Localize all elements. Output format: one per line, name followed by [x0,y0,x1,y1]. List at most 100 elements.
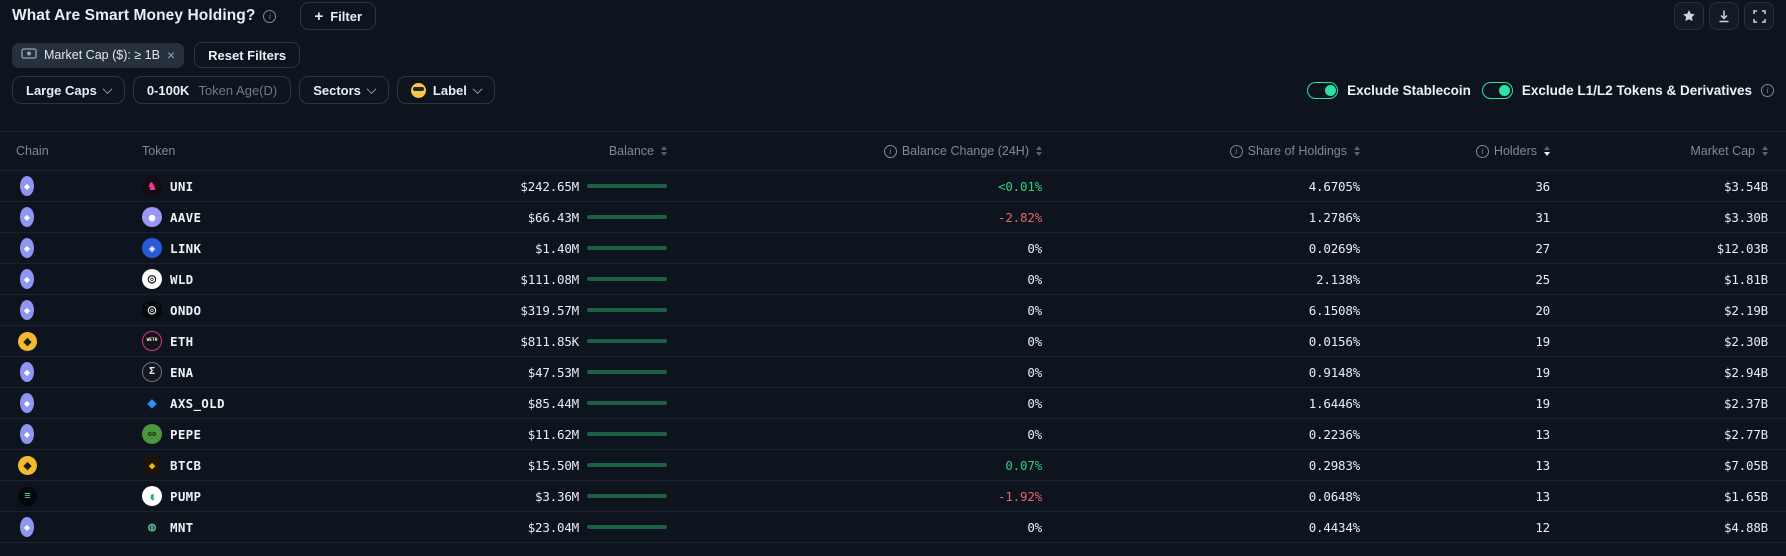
ethereum-chain-icon: ◆ [20,207,34,227]
token-symbol: PEPE [170,426,202,442]
info-icon[interactable]: i [1475,144,1489,158]
token-cell[interactable]: oo PEPE [142,424,370,444]
balance-bar [587,184,667,188]
token-symbol: BTCB [170,457,202,473]
info-icon[interactable]: i [1229,144,1243,158]
balance-cell: $1.40M [370,241,667,256]
column-header-chain: Chain [16,144,142,158]
holders-cell: 13 [1360,489,1550,504]
token-cell[interactable]: ◎ WLD [142,269,370,289]
table-row[interactable]: ◆ ● AAVE $66.43M -2.82% 1.2786% 31 $3.30B [0,202,1786,233]
balance-value: $11.62M [527,426,579,442]
sort-icon[interactable] [661,145,667,157]
sectors-dropdown[interactable]: Sectors [299,76,389,104]
column-header-label: Balance [608,144,654,158]
balance-value: $1.40M [535,240,579,256]
balance-change-value: 0% [1027,426,1042,442]
market-cap-filter-chip[interactable]: Market Cap ($): ≥ 1B × [12,42,185,68]
token-cell[interactable]: ● AAVE [142,207,370,227]
balance-change-cell: 0.07% [667,458,1042,473]
column-header-change[interactable]: i Balance Change (24H) [667,144,1042,158]
token-symbol: ONDO [170,302,202,318]
token-cell[interactable]: ◆ AXS_OLD [142,393,370,413]
table-row[interactable]: ◆ ♞ UNI $242.65M <0.01% 4.6705% 36 $3.54B [0,171,1786,202]
column-header-market_cap[interactable]: Market Cap [1550,144,1768,158]
market-cap-cell: $2.77B [1550,427,1768,442]
eth-token-icon: WETH [142,331,162,351]
holders-cell: 13 [1360,427,1550,442]
favorite-button[interactable] [1674,2,1704,30]
label-dropdown[interactable]: Label [396,76,495,104]
title-info-icon[interactable]: i [263,9,277,23]
sort-icon[interactable] [1762,145,1768,157]
holders-cell: 19 [1360,365,1550,380]
market-cap-cell: $2.30B [1550,334,1768,349]
table-row[interactable]: ◆ WETH ETH $811.85K 0% 0.0156% 19 $2.30B [0,326,1786,357]
add-filter-button[interactable]: + Filter [300,2,377,30]
table-header-row: Chain Token Balance i Balance Change (24H) i S… [0,131,1786,171]
uni-token-icon: ♞ [142,176,162,196]
wld-token-icon: ◎ [142,269,162,289]
pepe-token-icon: oo [142,424,162,444]
table-row[interactable]: ◆ ◈ LINK $1.40M 0% 0.0269% 27 $12.03B [0,233,1786,264]
table-row[interactable]: ◆ oo PEPE $11.62M 0% 0.2236% 13 $2.77B [0,419,1786,450]
sort-icon[interactable] [1544,145,1550,157]
market-cap-value: $3.30B [1724,209,1768,225]
exclude-l1l2-toggle[interactable] [1481,81,1513,99]
token-cell[interactable]: ◍ MNT [142,517,370,537]
column-header-share[interactable]: i Share of Holdings [1042,144,1360,158]
balance-bar [587,401,667,405]
token-cell[interactable]: ◈ LINK [142,238,370,258]
table-row[interactable]: ◆ ◎ WLD $111.08M 0% 2.138% 25 $1.81B [0,264,1786,295]
market-cap-value: $4.88B [1724,519,1768,535]
info-icon[interactable]: i [883,144,897,158]
balance-change-cell: <0.01% [667,179,1042,194]
token-cell[interactable]: WETH ETH [142,331,370,351]
holders-value: 19 [1535,364,1550,380]
chevron-down-icon [102,83,113,94]
table-row[interactable]: ◆ ◆ AXS_OLD $85.44M 0% 1.6446% 19 $2.37B [0,388,1786,419]
reset-filters-button[interactable]: Reset Filters [194,42,301,68]
balance-change-cell: -2.82% [667,210,1042,225]
ethereum-chain-icon: ◆ [20,176,34,196]
column-header-balance[interactable]: Balance [370,144,667,158]
share-of-holdings-cell: 6.1508% [1042,303,1360,318]
table-row[interactable]: ◆ ◆ BTCB $15.50M 0.07% 0.2983% 13 $7.05B [0,450,1786,481]
download-button[interactable] [1709,2,1739,30]
exclude-stablecoin-toggle[interactable] [1307,81,1339,99]
token-cell[interactable]: ◖ PUMP [142,486,370,506]
sort-icon[interactable] [1036,145,1042,157]
token-symbol: AXS_OLD [170,395,225,411]
share-of-holdings-cell: 0.9148% [1042,365,1360,380]
balance-wrap: $47.53M [370,365,667,380]
holders-cell: 25 [1360,272,1550,287]
column-header-holders[interactable]: i Holders [1360,144,1550,158]
sort-desc-icon [1762,152,1768,157]
table-row[interactable]: ◆ Σ ENA $47.53M 0% 0.9148% 19 $2.94B [0,357,1786,388]
token-cell[interactable]: Σ ENA [142,362,370,382]
balance-wrap: $15.50M [370,458,667,473]
remove-filter-icon[interactable]: × [166,47,176,63]
info-icon[interactable]: i [1761,83,1774,97]
table-row[interactable]: ◆ ◍ MNT $23.04M 0% 0.4434% 12 $4.88B [0,512,1786,543]
chain-cell: ◆ [16,362,142,382]
share-value: 0.4434% [1308,519,1360,535]
fullscreen-button[interactable] [1744,2,1774,30]
token-cell[interactable]: ♞ UNI [142,176,370,196]
token-cell[interactable]: ◆ BTCB [142,455,370,475]
balance-cell: $66.43M [370,210,667,225]
sort-icon[interactable] [1354,145,1360,157]
token-cell[interactable]: ◎ ONDO [142,300,370,320]
holders-value: 27 [1535,240,1550,256]
token-age-filter[interactable]: 0-100K Token Age(D) [132,76,292,104]
table-row[interactable]: ≡ ◖ PUMP $3.36M -1.92% 0.0648% 13 $1.65B [0,481,1786,512]
balance-change-cell: 0% [667,520,1042,535]
holders-cell: 13 [1360,458,1550,473]
balance-change-value: 0% [1027,240,1042,256]
table-row[interactable]: ◆ ◎ ONDO $319.57M 0% 6.1508% 20 $2.19B [0,295,1786,326]
balance-change-cell: 0% [667,427,1042,442]
active-filters-row: Market Cap ($): ≥ 1B × Reset Filters [12,42,1786,68]
column-header-token: Token [142,144,370,158]
cap-size-dropdown[interactable]: Large Caps [12,76,125,104]
balance-bar [587,370,667,374]
